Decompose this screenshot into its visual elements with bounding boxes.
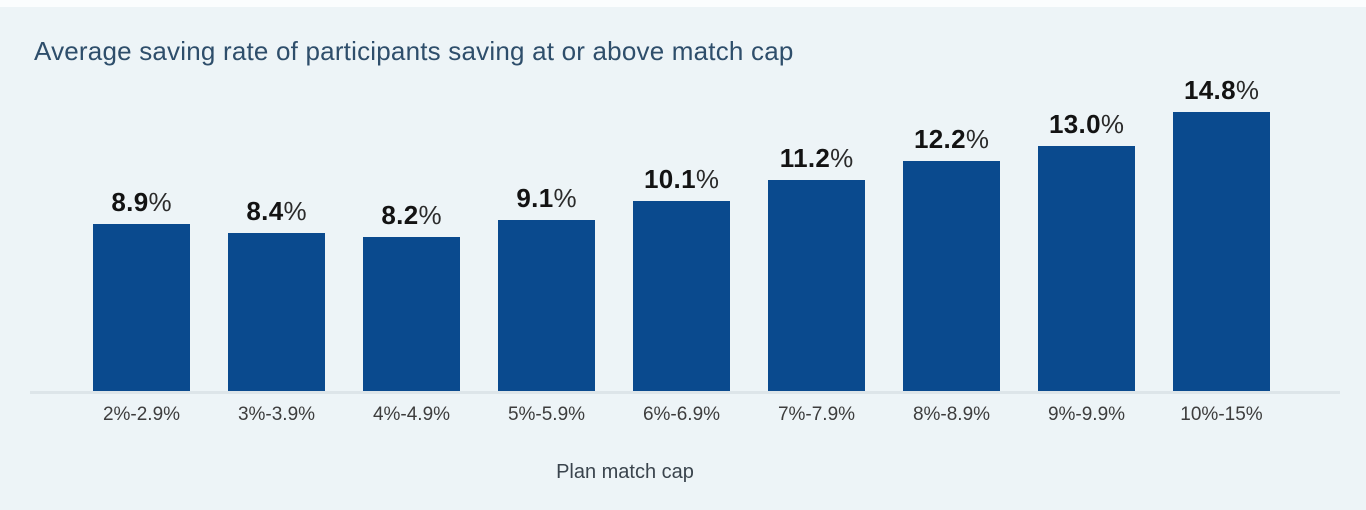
x-tick-label: 10%-15%: [1180, 404, 1263, 425]
bar-value-number: 9.1: [516, 183, 554, 213]
bar: [498, 220, 595, 392]
percent-sign: %: [1100, 109, 1124, 139]
bar: [1038, 146, 1135, 392]
chart-title: Average saving rate of participants savi…: [34, 36, 794, 66]
bar-value-label: 8.4%: [246, 198, 306, 224]
bar-group: 8.4%: [228, 198, 325, 392]
bar-value-number: 8.2: [381, 200, 419, 230]
bar-value-number: 8.4: [246, 196, 284, 226]
x-tick-label: 8%-8.9%: [912, 404, 991, 425]
bar-group: 9.1%: [498, 185, 595, 392]
x-tick-label: 2%-2.9%: [102, 404, 181, 425]
percent-sign: %: [148, 187, 172, 217]
bar: [363, 237, 460, 392]
percent-sign: %: [283, 196, 307, 226]
bar-value-label: 11.2%: [780, 145, 854, 171]
bar-chart: 8.9% 8.4% 8.2% 9.1% 10.1% 11.2% 12.2% 13…: [93, 77, 1270, 392]
bar-group: 12.2%: [903, 126, 1000, 392]
bar-group: 10.1%: [633, 166, 730, 392]
bar-value-label: 12.2%: [914, 126, 989, 152]
x-axis-tick-labels: 2%-2.9% 3%-3.9% 4%-4.9% 5%-5.9% 6%-6.9% …: [93, 404, 1270, 426]
bar-group: 8.2%: [363, 202, 460, 392]
bar: [1173, 112, 1270, 392]
bar-group: 13.0%: [1038, 111, 1135, 392]
bar-value-label: 8.9%: [111, 189, 171, 215]
bar-value-number: 8.9: [111, 187, 149, 217]
bar-value-number: 10.1: [644, 164, 696, 194]
top-edge-strip: [0, 0, 1366, 7]
bar-value-label: 9.1%: [516, 185, 576, 211]
x-axis-title: Plan match cap: [556, 461, 694, 483]
x-tick-label: 9%-9.9%: [1047, 404, 1126, 425]
x-tick-label: 7%-7.9%: [777, 404, 856, 425]
percent-sign: %: [965, 124, 989, 154]
bar-value-number: 12.2: [914, 124, 966, 154]
percent-sign: %: [830, 143, 854, 173]
x-axis-line: [30, 391, 1340, 394]
bar-value-label: 14.8%: [1184, 77, 1259, 103]
bar-value-label: 10.1%: [644, 166, 719, 192]
percent-sign: %: [418, 200, 442, 230]
bar-group: 8.9%: [93, 189, 190, 392]
percent-sign: %: [553, 183, 577, 213]
bar: [768, 180, 865, 392]
percent-sign: %: [1235, 75, 1259, 105]
percent-sign: %: [695, 164, 719, 194]
bar-group: 14.8%: [1173, 77, 1270, 392]
bar: [903, 161, 1000, 392]
bar: [633, 201, 730, 392]
bar-value-number: 14.8: [1184, 75, 1236, 105]
bar: [228, 233, 325, 392]
x-tick-label: 3%-3.9%: [237, 404, 316, 425]
bar-value-label: 13.0%: [1049, 111, 1124, 137]
bar-value-number: 11.2: [779, 143, 831, 173]
bar-value-label: 8.2%: [381, 202, 441, 228]
x-tick-label: 6%-6.9%: [642, 404, 721, 425]
x-tick-label: 4%-4.9%: [372, 404, 451, 425]
bar-value-number: 13.0: [1049, 109, 1101, 139]
x-tick-label: 5%-5.9%: [507, 404, 586, 425]
bar-group: 11.2%: [768, 145, 865, 392]
bar: [93, 224, 190, 392]
